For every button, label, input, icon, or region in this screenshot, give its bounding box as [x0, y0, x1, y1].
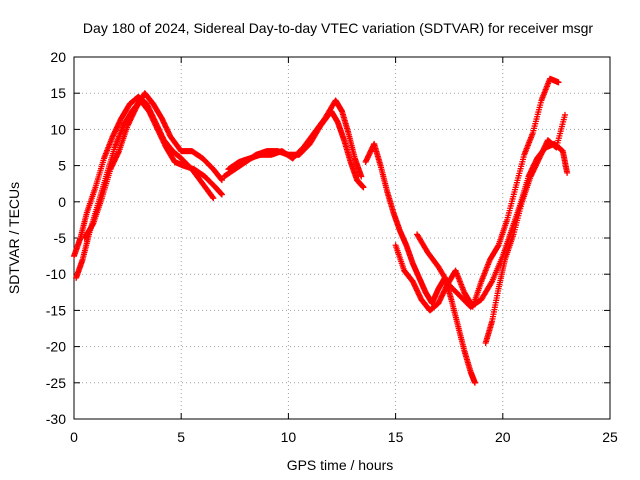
y-tick-label: -30: [46, 411, 66, 427]
data-point: [561, 111, 568, 118]
data-point: [210, 195, 217, 202]
plot-frame: [73, 56, 611, 420]
y-tick-label: 15: [50, 85, 66, 101]
data-point: [360, 184, 367, 191]
x-tick-label: 0: [70, 429, 78, 445]
data-point: [218, 177, 225, 184]
data-point: [218, 191, 225, 198]
y-tick-label: -20: [46, 339, 66, 355]
data-point: [488, 279, 495, 286]
data-point: [471, 379, 478, 386]
y-tick-label: -15: [46, 302, 66, 318]
y-tick-label: 20: [50, 49, 66, 65]
data-point: [564, 169, 571, 176]
tick-labels: 0 5 10 15 20 25 20 15 10 5 0 -5 -10 -15 -20 -25 -30: [46, 49, 618, 445]
chart-title: Day 180 of 2024, Sidereal Day-to-day VTE…: [83, 20, 593, 36]
x-tick-label: 20: [495, 429, 511, 445]
x-tick-label: 25: [602, 429, 618, 445]
data-point: [358, 173, 365, 180]
x-axis-label: GPS time / hours: [287, 457, 394, 473]
y-tick-label: -25: [46, 375, 66, 391]
data-point: [209, 194, 216, 201]
x-tick-label: 10: [281, 429, 297, 445]
y-tick-label: -10: [46, 266, 66, 282]
x-tick-label: 5: [177, 429, 185, 445]
y-axis-label: SDTVAR / TECUs: [6, 182, 22, 294]
y-tick-label: 10: [50, 121, 66, 137]
y-tick-label: -5: [54, 230, 67, 246]
data-markers: [71, 75, 571, 386]
y-tick-label: 5: [58, 158, 66, 174]
x-tick-label: 15: [388, 429, 404, 445]
y-tick-label: 0: [58, 194, 66, 210]
data-point: [555, 79, 562, 86]
